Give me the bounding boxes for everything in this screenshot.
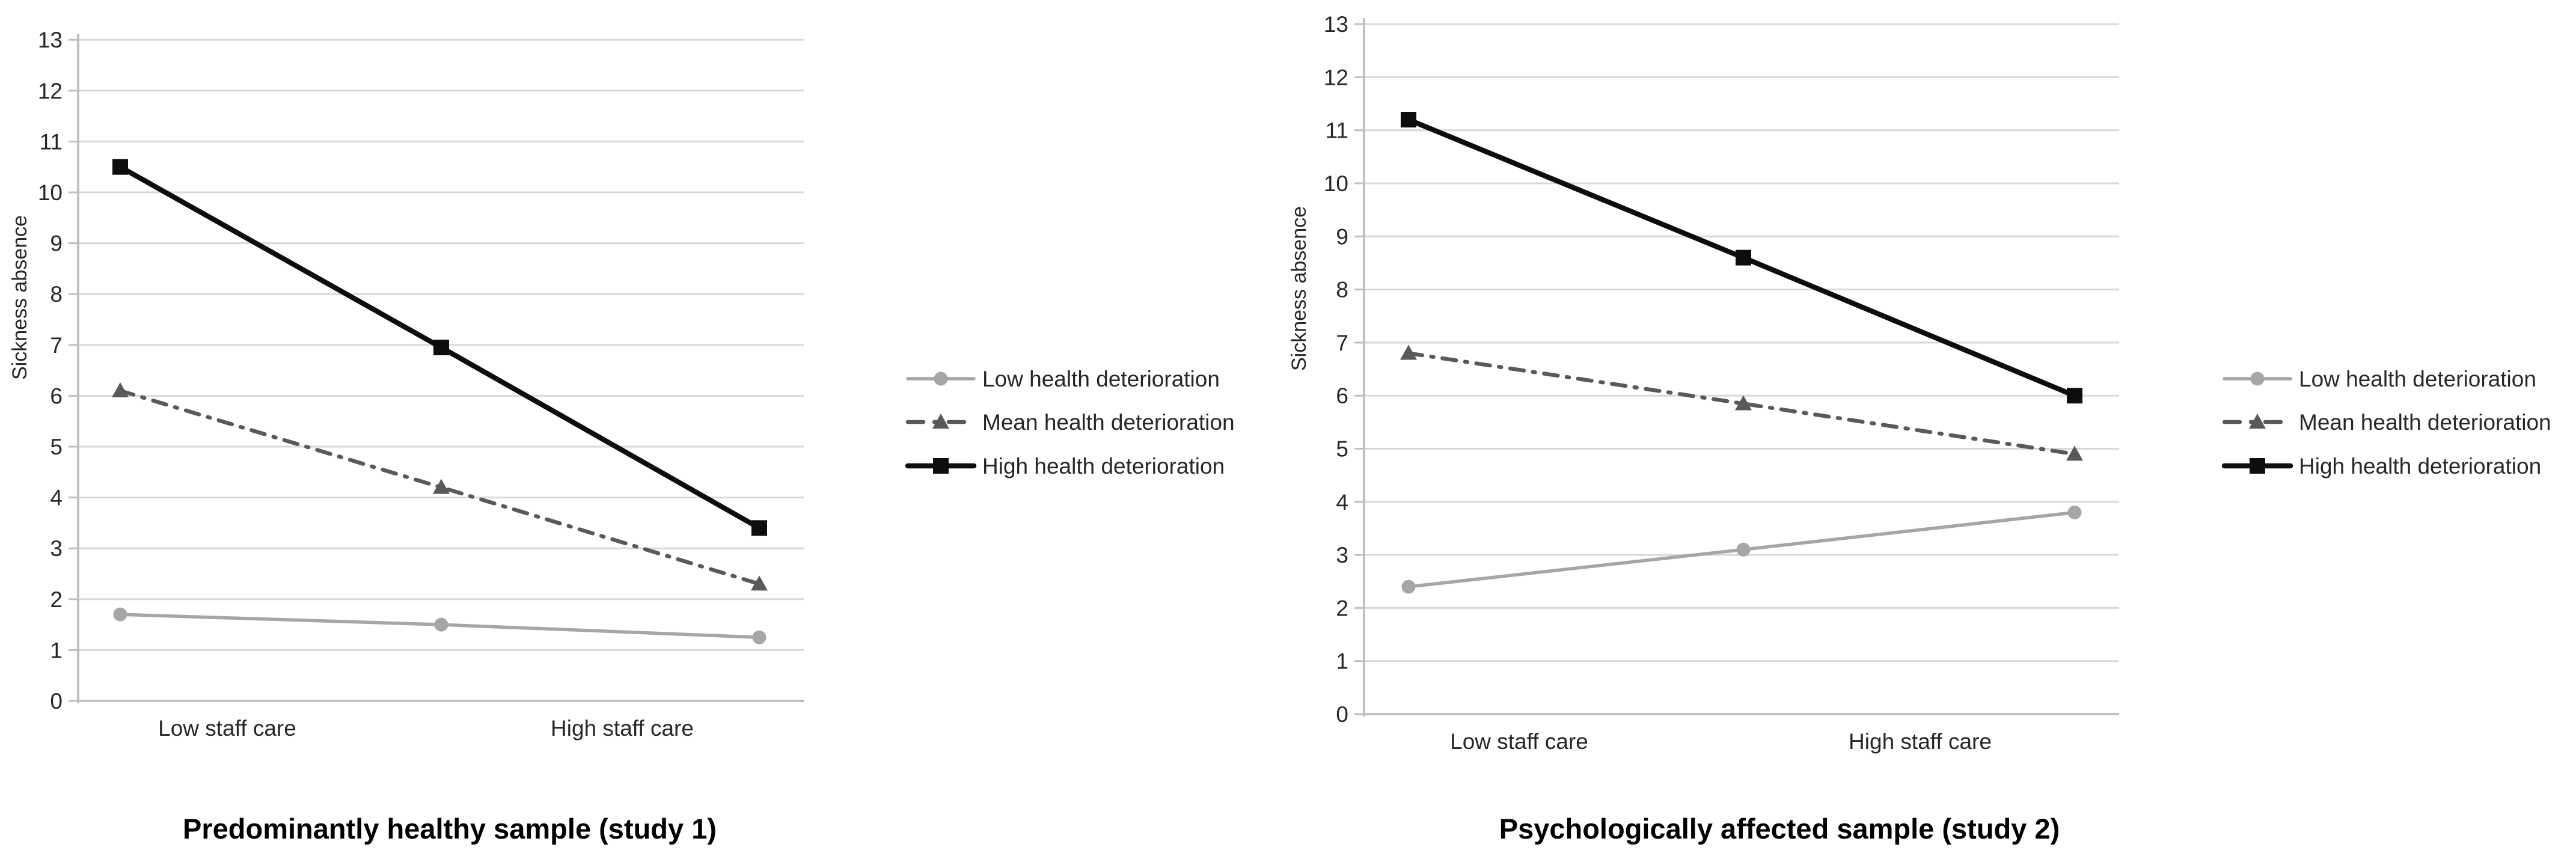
y-tick-label-study1: 3 bbox=[50, 536, 63, 561]
y-tick-label-study1: 10 bbox=[38, 180, 63, 205]
marker-square-high-health-deterioration-study1 bbox=[112, 159, 128, 175]
y-tick-label-study1: 13 bbox=[38, 28, 63, 52]
marker-square-high-health-deterioration-study2 bbox=[1401, 112, 1416, 128]
series-line-mean-health-deterioration-study2 bbox=[1406, 351, 2077, 456]
legend-marker-square-study1 bbox=[933, 458, 949, 474]
marker-circle-low-health-deterioration-study2 bbox=[1401, 579, 1416, 594]
x-category-high-staff-care-study2: High staff care bbox=[1849, 729, 1992, 754]
marker-circle-low-health-deterioration-study1 bbox=[113, 607, 127, 622]
y-tick-label-study1: 1 bbox=[50, 638, 63, 662]
x-category-low-staff-care-study1: Low staff care bbox=[158, 716, 296, 741]
y-tick-label-study1: 2 bbox=[50, 587, 63, 612]
y-axis-title-study2: Sickness absence bbox=[1288, 206, 1311, 371]
y-tick-label-study1: 5 bbox=[50, 435, 63, 459]
legend-label-mean-study2: Mean health deterioration bbox=[2299, 410, 2551, 435]
legend-marker-circle-study2 bbox=[2250, 371, 2265, 386]
y-tick-label-study1: 12 bbox=[38, 79, 63, 103]
y-tick-label-study2: 11 bbox=[1326, 118, 1348, 143]
legend-label-high-study1: High health deterioration bbox=[982, 454, 1225, 478]
x-category-high-staff-care-study1: High staff care bbox=[551, 716, 694, 741]
legend-marker-square-study2 bbox=[2250, 458, 2265, 474]
marker-square-high-health-deterioration-study2 bbox=[2067, 388, 2082, 404]
marker-circle-low-health-deterioration-study1 bbox=[434, 617, 448, 632]
y-tick-label-study2: 8 bbox=[1336, 278, 1348, 302]
marker-triangle-mean-health-deterioration-study1 bbox=[112, 382, 129, 397]
y-axis-title-study1: Sickness absence bbox=[8, 215, 31, 380]
legend-marker-circle-study1 bbox=[934, 371, 948, 386]
legend-label-low-study1: Low health deterioration bbox=[982, 367, 1220, 391]
legend-label-mean-study1: Mean health deterioration bbox=[982, 410, 1235, 435]
y-tick-label-study1: 6 bbox=[50, 384, 63, 408]
marker-triangle-mean-health-deterioration-study1 bbox=[751, 575, 768, 591]
y-tick-label-study1: 9 bbox=[50, 231, 63, 256]
y-tick-label-study1: 11 bbox=[40, 129, 63, 154]
marker-circle-low-health-deterioration-study2 bbox=[2067, 505, 2082, 519]
marker-circle-low-health-deterioration-study2 bbox=[1736, 542, 1751, 557]
y-tick-label-study2: 0 bbox=[1336, 702, 1348, 727]
marker-square-high-health-deterioration-study2 bbox=[1736, 249, 1751, 266]
y-tick-label-study2: 3 bbox=[1336, 543, 1348, 567]
marker-circle-low-health-deterioration-study1 bbox=[752, 630, 766, 644]
legend-marker-triangle-study2 bbox=[2249, 414, 2266, 429]
y-tick-label-study2: 12 bbox=[1324, 65, 1348, 90]
marker-triangle-mean-health-deterioration-study1 bbox=[433, 478, 450, 494]
y-tick-label-study2: 7 bbox=[1336, 331, 1348, 355]
y-tick-label-study1: 7 bbox=[50, 333, 63, 358]
y-tick-label-study1: 4 bbox=[50, 486, 63, 510]
y-tick-label-study2: 6 bbox=[1336, 384, 1348, 408]
marker-triangle-mean-health-deterioration-study2 bbox=[2066, 445, 2083, 461]
marker-square-high-health-deterioration-study1 bbox=[433, 340, 449, 356]
legend-marker-triangle-study1 bbox=[932, 414, 949, 429]
y-tick-label-study2: 1 bbox=[1336, 649, 1348, 674]
x-category-low-staff-care-study2: Low staff care bbox=[1450, 729, 1588, 754]
marker-triangle-mean-health-deterioration-study2 bbox=[1735, 395, 1752, 411]
y-tick-label-study2: 4 bbox=[1336, 490, 1348, 515]
y-tick-label-study1: 0 bbox=[50, 689, 63, 714]
chart-title-study1: Predominantly healthy sample (study 1) bbox=[183, 813, 717, 845]
marker-triangle-mean-health-deterioration-study2 bbox=[1400, 344, 1417, 360]
chart-title-study2: Psychologically affected sample (study 2… bbox=[1499, 813, 2060, 845]
y-tick-label-study2: 13 bbox=[1324, 12, 1348, 37]
legend-label-low-study2: Low health deterioration bbox=[2299, 367, 2536, 391]
y-tick-label-study1: 8 bbox=[50, 282, 63, 307]
legend-label-high-study2: High health deterioration bbox=[2299, 454, 2541, 478]
y-tick-label-study2: 2 bbox=[1336, 596, 1348, 620]
y-tick-label-study2: 9 bbox=[1336, 224, 1348, 249]
marker-square-high-health-deterioration-study1 bbox=[751, 520, 767, 536]
y-tick-label-study2: 10 bbox=[1324, 171, 1348, 196]
y-tick-label-study2: 5 bbox=[1336, 437, 1348, 462]
